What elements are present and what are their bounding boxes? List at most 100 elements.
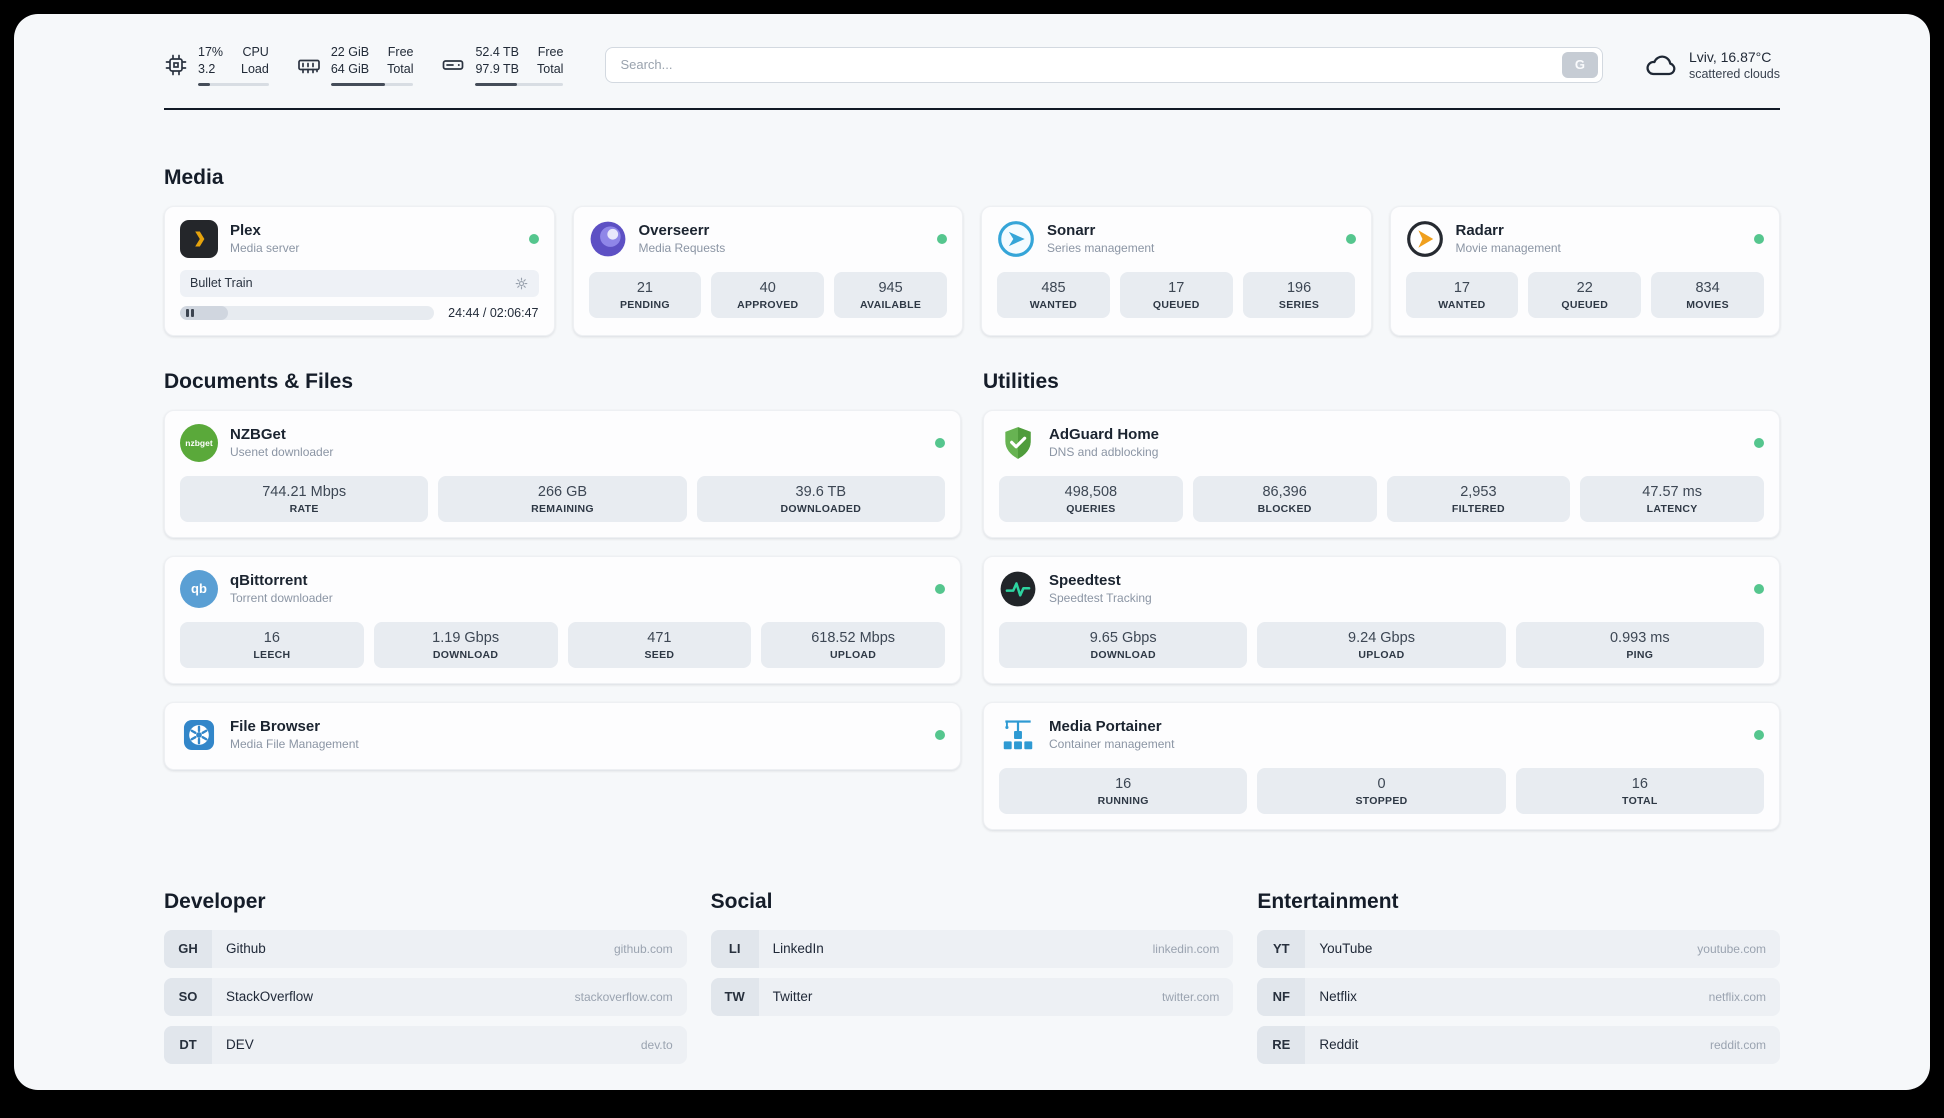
app-card-portainer[interactable]: Media Portainer Container management 16 … — [983, 701, 1780, 830]
stat-pending: 21 PENDING — [588, 271, 702, 318]
stat-wanted: 485 WANTED — [997, 271, 1110, 318]
bookmark-reddit[interactable]: RE Reddit reddit.com — [1257, 1025, 1780, 1064]
status-dot — [935, 729, 945, 740]
bookmark-youtube[interactable]: YT YouTube youtube.com — [1257, 929, 1780, 968]
status-dot — [1754, 437, 1764, 448]
storage-widget: 52.4 TB 97.9 TB Free Total — [441, 44, 564, 86]
app-description: Usenet downloader — [230, 445, 334, 460]
topbar: 17% 3.2 CPU Load — [164, 44, 1780, 86]
section-entertainment: Entertainment YT YouTube youtube.com NF … — [1257, 890, 1780, 1064]
bookmark-linkedin[interactable]: LI LinkedIn linkedin.com — [710, 929, 1234, 968]
app-description: DNS and adblocking — [1049, 445, 1159, 460]
bookmark-url: stackoverflow.com — [574, 989, 673, 1004]
bookmark-name: Twitter — [772, 989, 813, 1005]
search-input[interactable] — [605, 46, 1603, 83]
stat-rate: 744.21 Mbps RATE — [180, 475, 429, 522]
storage-label-top: Free — [537, 45, 564, 59]
status-dot — [1754, 583, 1764, 594]
section-title-entertainment: Entertainment — [1257, 889, 1399, 913]
stat-download: 9.65 Gbps DOWNLOAD — [999, 621, 1248, 668]
stat-seed: 471 SEED — [567, 621, 752, 668]
gear-icon[interactable] — [514, 276, 529, 291]
memory-meter — [330, 82, 414, 86]
app-card-adguard[interactable]: AdGuard Home DNS and adblocking 498,508 … — [983, 409, 1780, 538]
storage-meter — [475, 82, 564, 86]
memory-widget: 22 GiB 64 GiB Free Total — [297, 44, 414, 86]
section-utilities: Utilities — [983, 370, 1780, 830]
app-name: Media Portainer — [1049, 718, 1162, 736]
status-dot — [1754, 729, 1764, 740]
stat-downloaded: 39.6 TB DOWNLOADED — [696, 475, 945, 522]
cpu-chip-icon — [164, 53, 188, 77]
bookmark-abbr: DT — [164, 1025, 212, 1064]
bookmark-name: Reddit — [1319, 1037, 1359, 1053]
bookmark-url: netflix.com — [1708, 989, 1766, 1004]
cpu-meter — [198, 82, 269, 86]
app-card-sonarr[interactable]: Sonarr Series management 485 WANTED 17 Q… — [981, 205, 1372, 336]
app-name: Overseerr — [638, 222, 710, 240]
stat-leech: 16 LEECH — [180, 621, 364, 668]
app-card-speedtest[interactable]: Speedtest Speedtest Tracking 9.65 Gbps D… — [983, 555, 1780, 684]
stat-upload: 9.24 Gbps UPLOAD — [1257, 621, 1506, 668]
app-name: NZBGet — [230, 426, 286, 444]
bookmark-name: YouTube — [1319, 941, 1373, 957]
weather-condition: scattered clouds — [1688, 66, 1780, 81]
bookmark-url: youtube.com — [1697, 941, 1766, 956]
stat-series: 196 SERIES — [1242, 271, 1356, 318]
bookmark-url: linkedin.com — [1152, 941, 1220, 956]
bookmark-dev[interactable]: DT DEV dev.to — [164, 1025, 687, 1064]
status-dot — [937, 233, 947, 244]
app-card-filebrowser[interactable]: File Browser Media File Management — [164, 701, 961, 770]
bookmark-stackoverflow[interactable]: SO StackOverflow stackoverflow.com — [164, 977, 687, 1016]
bookmark-url: twitter.com — [1161, 989, 1220, 1004]
bookmark-name: Netflix — [1319, 989, 1357, 1005]
app-name: Radarr — [1455, 222, 1504, 240]
nzbget-icon: nzbget — [180, 423, 218, 462]
app-card-nzbget[interactable]: nzbget NZBGet Usenet downloader 744.21 M… — [164, 409, 961, 538]
bookmark-name: StackOverflow — [226, 989, 314, 1005]
hard-drive-icon — [441, 53, 465, 77]
section-title-utilities: Utilities — [983, 369, 1059, 393]
bookmark-netflix[interactable]: NF Netflix netflix.com — [1257, 977, 1780, 1016]
app-card-overseerr[interactable]: Overseerr Media Requests 21 PENDING 40 A… — [572, 205, 963, 336]
app-name: AdGuard Home — [1049, 426, 1160, 444]
bookmark-twitter[interactable]: TW Twitter twitter.com — [710, 977, 1234, 1016]
stat-ping: 0.993 ms PING — [1515, 621, 1764, 668]
ram-icon — [297, 53, 321, 77]
app-description: Torrent downloader — [230, 591, 333, 606]
status-dot — [935, 583, 945, 594]
now-playing-box: Bullet Train — [180, 269, 539, 297]
stat-running: 16 RUNNING — [999, 767, 1248, 814]
storage-label-bottom: Total — [537, 61, 564, 76]
app-description: Media File Management — [230, 737, 359, 752]
memory-total-value: 64 GiB — [330, 61, 370, 76]
bookmark-name: Github — [226, 941, 266, 957]
stat-upload: 618.52 Mbps UPLOAD — [761, 621, 945, 668]
search-provider-button[interactable]: G — [1561, 51, 1598, 78]
playback-time: 24:44 / 02:06:47 — [448, 305, 539, 320]
app-card-qbittorrent[interactable]: qb qBittorrent Torrent downloader 16 — [164, 555, 961, 684]
app-description: Container management — [1049, 737, 1175, 752]
app-card-radarr[interactable]: Radarr Movie management 17 WANTED 22 QUE… — [1389, 205, 1780, 336]
app-card-plex[interactable]: Plex Media server Bullet Train — [164, 205, 555, 336]
pause-icon[interactable] — [186, 308, 194, 317]
progress-track[interactable] — [180, 305, 435, 320]
app-name: qBittorrent — [230, 572, 308, 590]
app-name: Plex — [230, 222, 261, 240]
app-description: Media Requests — [638, 241, 726, 256]
bookmark-abbr: SO — [164, 977, 212, 1016]
app-description: Media server — [230, 241, 300, 256]
stat-movies: 834 MOVIES — [1651, 271, 1764, 318]
bookmark-github[interactable]: GH Github github.com — [164, 929, 687, 968]
stat-latency: 47.57 ms LATENCY — [1580, 475, 1764, 522]
stat-filtered: 2,953 FILTERED — [1386, 475, 1571, 522]
section-developer: Developer GH Github github.com SO StackO… — [164, 890, 687, 1064]
stat-remaining: 266 GB REMAINING — [438, 475, 687, 522]
now-playing-title: Bullet Train — [190, 276, 253, 291]
dashboard-panel: 17% 3.2 CPU Load — [14, 14, 1930, 1090]
stat-download: 1.19 Gbps DOWNLOAD — [373, 621, 558, 668]
stat-blocked: 86,396 BLOCKED — [1192, 475, 1377, 522]
radarr-icon — [1406, 220, 1444, 258]
plex-icon — [180, 219, 218, 258]
weather-location: Lviv, 16.87°C — [1688, 48, 1772, 65]
